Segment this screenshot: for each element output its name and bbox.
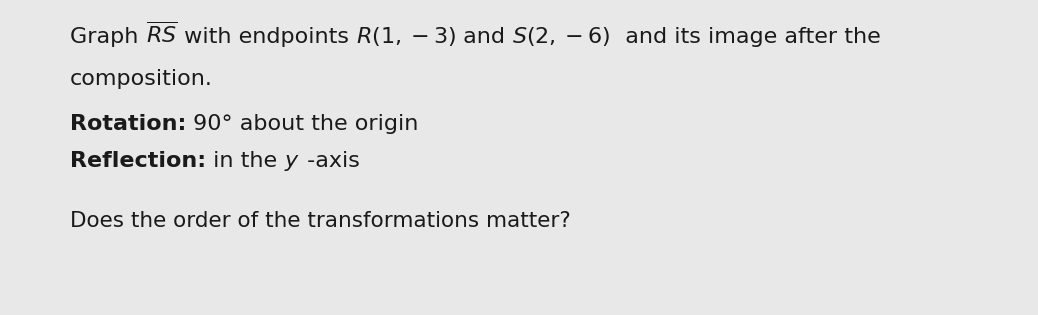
Text: Does the order of the transformations matter?: Does the order of the transformations ma… bbox=[70, 211, 571, 231]
Text: and: and bbox=[456, 27, 512, 47]
Text: Rotation:: Rotation: bbox=[70, 114, 187, 134]
Text: $S(2,-6)$: $S(2,-6)$ bbox=[512, 25, 610, 48]
Text: $\overline{RS}$: $\overline{RS}$ bbox=[145, 22, 177, 47]
Text: 90° about the origin: 90° about the origin bbox=[187, 114, 418, 134]
Text: Reflection:: Reflection: bbox=[70, 151, 207, 171]
Text: with endpoints: with endpoints bbox=[177, 27, 356, 47]
Text: and its image after the: and its image after the bbox=[610, 27, 880, 47]
Text: -axis: -axis bbox=[300, 151, 360, 171]
Text: composition.: composition. bbox=[70, 69, 213, 89]
Text: $R(1,-3)$: $R(1,-3)$ bbox=[356, 25, 456, 48]
Text: in the: in the bbox=[207, 151, 284, 171]
Text: Graph: Graph bbox=[70, 27, 145, 47]
Text: $y$: $y$ bbox=[284, 153, 300, 173]
